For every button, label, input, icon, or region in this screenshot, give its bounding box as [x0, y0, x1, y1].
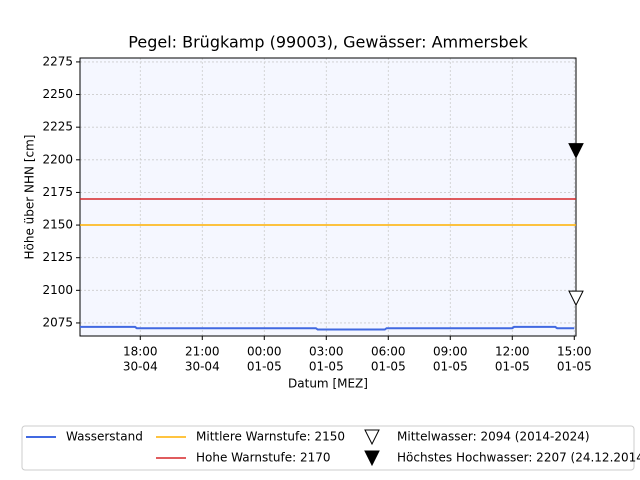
x-tick-label: 09:00 — [433, 345, 468, 359]
x-tick-label: 01-05 — [247, 360, 282, 374]
y-tick-label: 2250 — [42, 87, 73, 101]
x-tick-label: 03:00 — [309, 345, 344, 359]
x-tick-label: 01-05 — [433, 360, 468, 374]
x-tick-label: 06:00 — [371, 345, 406, 359]
y-tick-label: 2100 — [42, 283, 73, 297]
y-tick-label: 2075 — [42, 315, 73, 329]
plot-frame — [79, 57, 577, 337]
x-tick-label: 01-05 — [495, 360, 530, 374]
y-tick-label: 2175 — [42, 185, 73, 199]
legend-label: Wasserstand — [66, 430, 143, 444]
legend-label: Höchstes Hochwasser: 2207 (24.12.2014) — [397, 451, 640, 465]
chart-title: Pegel: Brügkamp (99003), Gewässer: Ammer… — [128, 33, 528, 52]
y-axis-label: Höhe über NHN [cm] — [23, 135, 37, 260]
x-tick-label: 12:00 — [495, 345, 530, 359]
legend-label: Mittelwasser: 2094 (2014-2024) — [397, 430, 590, 444]
x-tick-label: 01-05 — [557, 360, 592, 374]
x-tick-label: 01-05 — [309, 360, 344, 374]
y-tick-label: 2150 — [42, 218, 73, 232]
y-tick-label: 2200 — [42, 152, 73, 166]
x-tick-label: 30-04 — [185, 360, 220, 374]
x-tick-label: 00:00 — [247, 345, 282, 359]
marker — [568, 143, 584, 159]
y-tick-label: 2275 — [42, 54, 73, 68]
legend-label: Mittlere Warnstufe: 2150 — [196, 430, 345, 444]
legend-swatch — [364, 450, 380, 467]
x-axis-label: Datum [MEZ] — [288, 377, 368, 391]
legend-label: Hohe Warnstufe: 2170 — [196, 451, 331, 465]
legend-swatch — [364, 429, 380, 446]
x-tick-label: 18:00 — [123, 345, 158, 359]
x-tick-label: 01-05 — [371, 360, 406, 374]
y-tick-label: 2125 — [42, 250, 73, 264]
series-line — [80, 325, 575, 331]
y-tick-label: 2225 — [42, 120, 73, 134]
x-tick-label: 21:00 — [185, 345, 220, 359]
x-tick-label: 15:00 — [557, 345, 592, 359]
x-tick-label: 30-04 — [123, 360, 158, 374]
plot-area — [80, 58, 576, 336]
marker — [568, 290, 584, 307]
